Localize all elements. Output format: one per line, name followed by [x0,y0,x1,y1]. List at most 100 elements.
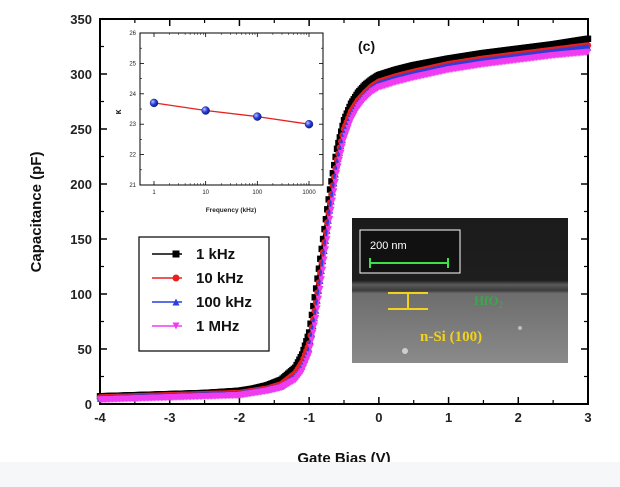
data-point [331,161,338,169]
data-point [319,266,327,274]
x-tick-label: -3 [164,410,176,425]
data-point [318,276,325,284]
data-point [336,134,344,141]
x-tick-labels: -4 -3 -2 -1 0 1 2 3 [94,410,591,425]
data-point [329,170,337,177]
inset-data-point [253,112,262,121]
data-point [307,320,314,327]
inset-x-tick-label: 10 [202,190,209,196]
data-point [325,226,332,234]
legend-marker [172,274,180,282]
data-point [310,329,317,337]
inset-y-tick-label: 22 [129,153,136,159]
inset-x-tick-label: 1000 [302,190,316,196]
y-axis-title: Capacitance (pF) [28,152,45,273]
main-axis-ticks [99,18,589,405]
inset-y-tick-label: 21 [129,183,136,189]
data-point [324,236,331,244]
y-tick-label: 200 [70,177,92,192]
substrate-label: n-Si (100) [420,329,482,345]
data-point [324,206,331,213]
y-tick-label: 0 [85,397,92,412]
legend-label: 1 kHz [196,246,235,263]
data-point [317,255,324,262]
inset-data-point [304,119,314,129]
data-point [322,246,330,254]
data-point [333,169,341,177]
sem-cross-section-image: 200 nm HfO2 n-Si (100) [352,218,568,363]
x-tick-label: 3 [584,410,591,425]
legend-item: 1 kHz [152,246,235,263]
inset-y-tick-label: 23 [129,122,136,128]
data-point [314,275,321,282]
legend-label: 100 kHz [196,294,252,311]
sem-scale-box [359,229,461,274]
y-tick-label: 50 [78,342,92,357]
legend-marker [172,322,180,330]
data-point [322,216,330,223]
data-point [332,179,339,186]
legend-marker [172,298,180,306]
data-point [308,311,316,319]
inset-x-tick-label: 1 [152,190,156,196]
legend-label: 1 MHz [196,318,239,335]
data-point [336,156,344,164]
data-point [321,225,328,233]
data-point [312,285,320,292]
x-tick-label: 0 [375,410,382,425]
main-series-group [96,35,592,404]
data-point [311,322,318,330]
data-point [328,206,335,214]
data-point [318,245,325,253]
x-tick-label: 1 [445,410,452,425]
sem-scale-label: 200 nm [370,240,407,252]
inset-frame [139,32,324,186]
x-tick-label: -4 [94,410,106,425]
series-1-mhz [96,48,592,404]
legend-item: 10 kHz [152,270,244,287]
data-point [331,188,338,196]
x-tick-label: -1 [303,410,315,425]
y-tick-label: 350 [70,12,92,27]
inset-y-tick-label: 26 [129,31,136,37]
data-point [584,48,592,56]
legend-label: 10 kHz [196,270,244,287]
data-point [311,294,318,301]
legend-box [138,236,270,352]
inset-x-axis-title: Frequency (kHz) [206,207,257,214]
data-point [308,336,316,344]
legend: 1 kHz 10 kHz 100 kHz 1 MHz [138,236,270,352]
data-point [312,315,320,322]
inset-axis-ticks: 21 22 23 24 25 26 1 10 100 1000 [129,31,323,196]
data-point [329,197,337,205]
data-point [321,256,328,264]
data-point [314,305,321,313]
x-tick-label: 2 [515,410,522,425]
legend-item: 100 kHz [152,294,252,311]
data-point [326,186,334,193]
y-tick-labels: 0 50 100 150 200 250 300 350 [70,12,92,412]
legend-item: 1 MHz [152,318,239,335]
inset-chart: 21 22 23 24 25 26 1 10 100 1000 Frequency (kHz) κ [113,31,324,214]
data-point [346,103,353,111]
data-point [326,216,334,223]
data-point [319,235,327,243]
y-tick-label: 250 [70,122,92,137]
inset-data-point [149,98,159,108]
sem-scale-bar [369,258,449,268]
inset-x-tick-label: 100 [252,190,263,196]
inset-fit-line [153,102,310,125]
data-point [335,163,342,171]
data-point [325,196,332,203]
data-point [328,178,335,185]
data-point [338,150,345,157]
inset-y-tick-label: 24 [129,92,136,98]
hfo2-thickness-marker [388,292,428,310]
page-bottom-bar [0,462,620,487]
data-point [335,139,342,147]
panel-label: (c) [358,38,375,54]
sem-particle [402,348,408,354]
y-tick-label: 150 [70,232,92,247]
hfo2-layer-label: HfO2 [474,293,504,310]
